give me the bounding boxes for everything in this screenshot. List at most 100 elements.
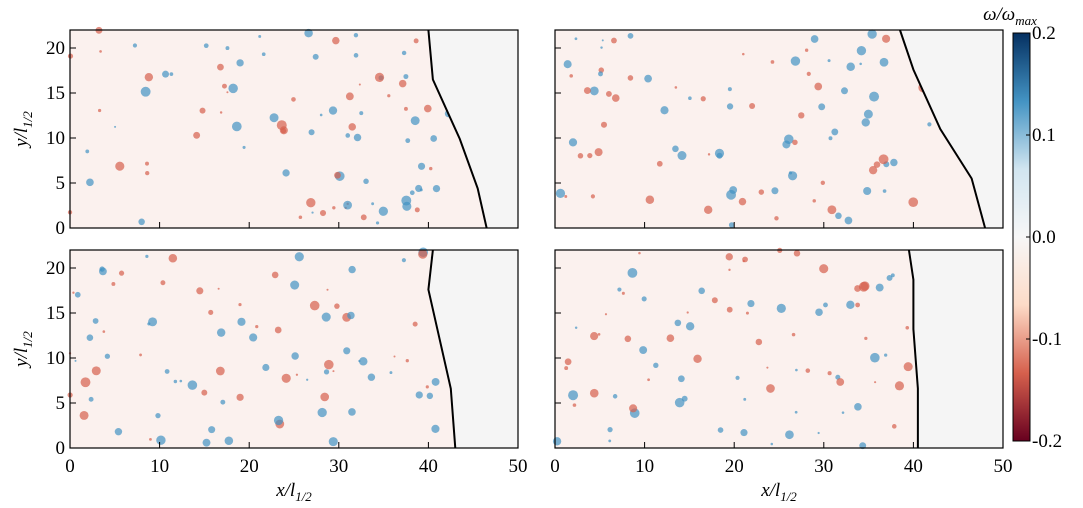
texture (714, 148, 725, 158)
front-line (427, 29, 488, 229)
texture (432, 184, 441, 193)
texture (409, 190, 415, 196)
quiescent-region (428, 30, 518, 228)
texture (831, 128, 839, 136)
texture (353, 53, 359, 58)
texture (674, 86, 678, 89)
texture (743, 397, 747, 401)
texture (217, 63, 224, 71)
texture (869, 91, 880, 102)
quiescent-region (908, 250, 1003, 448)
texture (617, 287, 622, 292)
texture (908, 197, 919, 208)
texture (698, 287, 705, 295)
texture (788, 171, 793, 175)
texture (274, 326, 282, 334)
texture (347, 311, 355, 320)
texture (343, 200, 352, 210)
texture (224, 436, 234, 446)
texture (92, 318, 99, 324)
texture (653, 362, 659, 369)
texture (660, 106, 669, 115)
colorbar-tick-label: 0.1 (1032, 125, 1056, 146)
label-main: x/l (275, 480, 295, 501)
label-main: x/l (760, 480, 780, 501)
texture (770, 60, 775, 64)
texture (677, 151, 687, 161)
texture (320, 392, 330, 402)
texture (99, 50, 102, 53)
texture (290, 280, 300, 290)
texture (345, 92, 354, 101)
texture (80, 377, 91, 388)
texture (413, 38, 419, 44)
texture (785, 430, 794, 440)
texture (846, 300, 855, 309)
texture (601, 39, 604, 42)
quiescent-region (428, 250, 518, 448)
texture (401, 50, 407, 56)
texture (587, 152, 593, 159)
colorbar-tick-label: 0.0 (1032, 227, 1056, 248)
texture (629, 404, 638, 413)
texture (306, 198, 316, 208)
texture (79, 410, 89, 420)
texture (238, 302, 242, 307)
texture (72, 291, 75, 294)
texture (324, 359, 334, 370)
texture (688, 96, 692, 101)
texture (334, 303, 340, 309)
texture (261, 52, 266, 57)
texture (348, 265, 356, 274)
texture (627, 75, 634, 81)
texture (707, 153, 711, 156)
front-line (899, 29, 987, 229)
texture (774, 216, 779, 221)
texture (282, 169, 290, 177)
texture (155, 412, 161, 419)
texture (358, 83, 361, 86)
x-tick-label: 40 (419, 456, 438, 477)
texture (291, 97, 296, 102)
x-tick-label: 30 (329, 456, 348, 477)
texture (686, 311, 689, 314)
y-tick-label: 20 (46, 38, 65, 59)
texture (859, 442, 867, 450)
texture (317, 407, 327, 418)
texture (237, 317, 246, 326)
texture (790, 56, 801, 66)
texture (208, 309, 214, 315)
texture (215, 366, 225, 376)
y-tick-label: 20 (46, 258, 65, 279)
texture (97, 108, 102, 113)
texture (846, 62, 855, 71)
texture (86, 334, 94, 341)
texture (140, 86, 151, 97)
texture (401, 258, 406, 263)
texture (387, 94, 391, 98)
texture (677, 375, 685, 383)
texture (199, 107, 206, 114)
texture (598, 71, 603, 77)
y-tick-label: 5 (56, 173, 66, 194)
label-main: ω/ω (983, 4, 1015, 25)
texture (311, 211, 314, 214)
texture (647, 378, 650, 382)
y-tick-label: 15 (46, 303, 65, 324)
axis-label: y/l1/2 (11, 111, 35, 149)
texture (222, 83, 227, 89)
texture (884, 353, 888, 357)
texture (348, 408, 356, 416)
texture (236, 393, 244, 401)
texture (674, 319, 682, 327)
texture (771, 187, 779, 195)
texture (725, 253, 733, 261)
axis-label: x/l1/2 (275, 480, 312, 504)
texture (309, 300, 320, 311)
texture (196, 287, 204, 295)
texture (132, 43, 138, 48)
x-tick-label: 40 (904, 456, 923, 477)
texture (114, 125, 117, 128)
texture (168, 253, 178, 263)
texture (173, 379, 178, 384)
